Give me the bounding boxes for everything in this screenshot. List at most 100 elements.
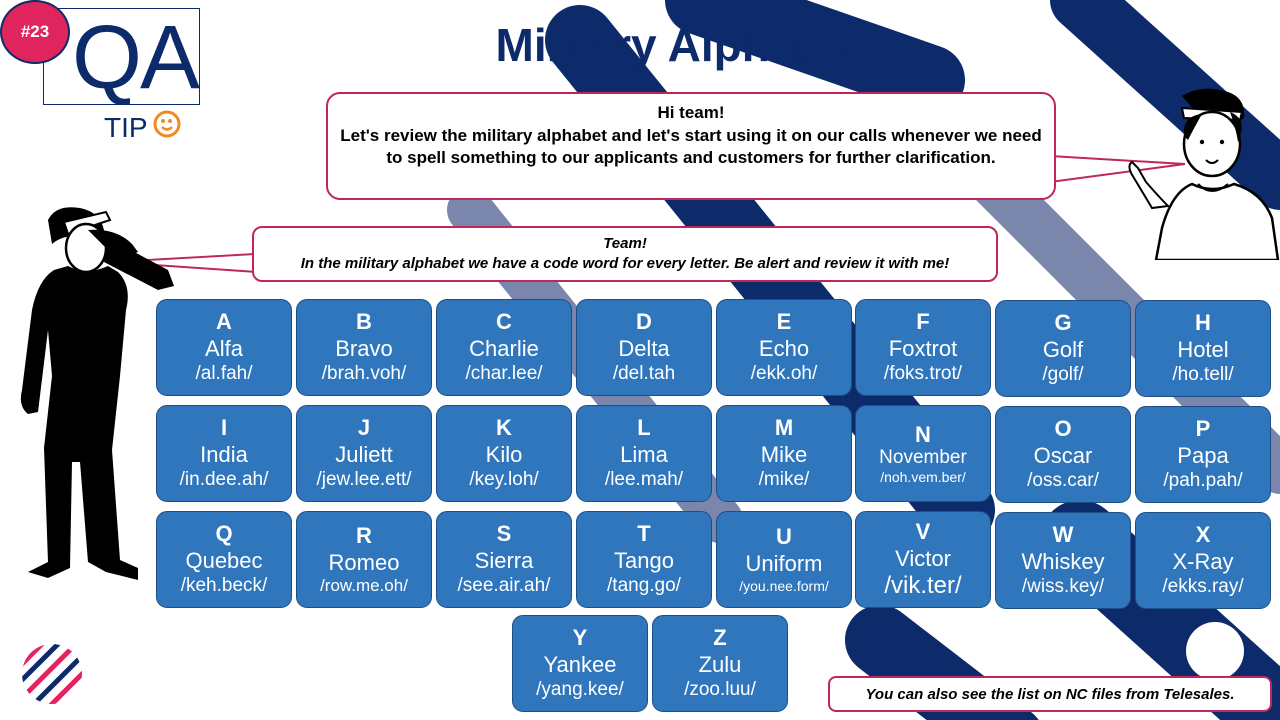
card-code-word: Romeo <box>328 550 400 575</box>
top-bubble-tail <box>1050 154 1186 184</box>
striped-circle-logo-icon <box>22 644 82 704</box>
card-code-word: Alfa <box>205 336 243 361</box>
card-pronunciation: /keh.beck/ <box>180 575 268 596</box>
card-pronunciation: /ho.tell/ <box>1172 364 1234 385</box>
alphabet-card-x: X X-Ray /ekks.ray/ <box>1135 512 1271 609</box>
alphabet-card-p: P Papa /pah.pah/ <box>1135 406 1271 503</box>
alphabet-card-l: L Lima /lee.mah/ <box>576 405 712 502</box>
alphabet-card-n: N November /noh.vem.ber/ <box>855 405 991 502</box>
card-pronunciation: /noh.vem.ber/ <box>880 468 966 485</box>
card-pronunciation: /vik.ter/ <box>884 572 962 599</box>
alphabet-card-e: E Echo /ekk.oh/ <box>716 299 852 396</box>
card-code-word: Yankee <box>543 652 617 677</box>
saluting-man-silhouette <box>20 207 174 580</box>
alphabet-card-y: Y Yankee /yang.kee/ <box>512 615 648 712</box>
alphabet-card-t: T Tango /tang.go/ <box>576 511 712 608</box>
card-letter: S <box>496 521 512 546</box>
card-pronunciation: /key.loh/ <box>469 469 539 490</box>
speech-bubble-top: Hi team! Let's review the military alpha… <box>326 92 1056 200</box>
card-pronunciation: /tang.go/ <box>607 575 681 596</box>
card-pronunciation: /al.fah/ <box>195 363 253 384</box>
speech-bubble-bottom: You can also see the list on NC files fr… <box>828 676 1272 712</box>
card-code-word: Lima <box>620 442 668 467</box>
card-pronunciation: /lee.mah/ <box>604 469 684 490</box>
card-letter: H <box>1195 310 1211 335</box>
card-code-word: Zulu <box>698 652 742 677</box>
speech-bubble-left: Team! In the military alphabet we have a… <box>252 226 998 282</box>
card-letter: M <box>774 415 794 440</box>
card-code-word: November <box>879 446 967 468</box>
qa-logo-text: QA <box>72 8 200 108</box>
alphabet-card-v: V Victor /vik.ter/ <box>855 511 991 608</box>
page-title: Military Alphabet <box>495 19 865 71</box>
card-code-word: Golf <box>1042 337 1084 362</box>
card-pronunciation: /brah.voh/ <box>321 363 407 384</box>
card-pronunciation: /you.nee.form/ <box>739 578 829 594</box>
card-code-word: Whiskey <box>1021 549 1105 574</box>
alphabet-card-o: O Oscar /oss.car/ <box>995 406 1131 503</box>
card-code-word: Oscar <box>1033 443 1093 468</box>
alphabet-card-g: G Golf /golf/ <box>995 300 1131 397</box>
stripe-navy-3 <box>1050 0 1280 210</box>
card-letter: L <box>637 415 651 440</box>
alphabet-card-j: J Juliett /jew.lee.ett/ <box>296 405 432 502</box>
card-pronunciation: /foks.trot/ <box>883 363 963 384</box>
card-pronunciation: /row.me.oh/ <box>320 576 408 595</box>
bubble-top-greeting: Hi team! <box>657 103 725 122</box>
card-code-word: Kilo <box>485 442 523 467</box>
card-pronunciation: /mike/ <box>758 469 810 490</box>
bubble-left-body: In the military alphabet we have a code … <box>300 255 950 272</box>
card-code-word: Foxtrot <box>888 336 958 361</box>
card-letter: W <box>1052 522 1074 547</box>
alphabet-card-h: H Hotel /ho.tell/ <box>1135 300 1271 397</box>
white-circle-decoration <box>1186 622 1244 680</box>
card-letter: Q <box>215 521 233 546</box>
card-pronunciation: /char.lee/ <box>465 363 543 384</box>
card-letter: N <box>915 421 931 447</box>
card-code-word: Charlie <box>469 336 539 361</box>
card-letter: P <box>1195 416 1211 441</box>
alphabet-card-i: I India /in.dee.ah/ <box>156 405 292 502</box>
card-code-word: India <box>200 442 248 467</box>
card-letter: F <box>916 309 930 334</box>
card-code-word: Juliett <box>335 442 393 467</box>
card-pronunciation: /wiss.key/ <box>1021 576 1105 597</box>
alphabet-card-f: F Foxtrot /foks.trot/ <box>855 299 991 396</box>
alphabet-card-d: D Delta /del.tah <box>576 299 712 396</box>
card-letter: X <box>1195 522 1211 547</box>
card-letter: D <box>636 309 652 334</box>
alphabet-card-s: S Sierra /see.air.ah/ <box>436 511 572 608</box>
card-pronunciation: /see.air.ah/ <box>457 575 551 596</box>
card-code-word: Victor <box>895 546 951 571</box>
tip-logo-text: TIP <box>104 112 148 143</box>
card-pronunciation: /ekks.ray/ <box>1162 576 1244 597</box>
alphabet-card-r: R Romeo /row.me.oh/ <box>296 511 432 608</box>
card-pronunciation: /in.dee.ah/ <box>179 469 269 490</box>
alphabet-card-m: M Mike /mike/ <box>716 405 852 502</box>
card-letter: K <box>496 415 512 440</box>
card-letter: G <box>1054 310 1072 335</box>
card-letter: U <box>776 524 792 549</box>
card-letter: R <box>356 523 372 548</box>
card-letter: I <box>220 415 228 440</box>
card-code-word: X-Ray <box>1172 549 1234 574</box>
card-pronunciation: /oss.car/ <box>1027 470 1099 491</box>
card-pronunciation: /ekk.oh/ <box>750 363 818 384</box>
alphabet-card-a: A Alfa /al.fah/ <box>156 299 292 396</box>
left-bubble-tail <box>109 252 256 274</box>
card-letter: E <box>776 309 792 334</box>
card-code-word: Delta <box>618 336 670 361</box>
alphabet-card-b: B Bravo /brah.voh/ <box>296 299 432 396</box>
card-letter: Z <box>713 625 727 650</box>
alphabet-card-w: W Whiskey /wiss.key/ <box>995 512 1131 609</box>
card-letter: T <box>637 521 651 546</box>
alphabet-card-u: U Uniform /you.nee.form/ <box>716 511 852 608</box>
card-pronunciation: /pah.pah/ <box>1163 470 1243 491</box>
card-pronunciation: /zoo.luu/ <box>684 679 756 700</box>
presenting-woman-illustration <box>1128 88 1280 260</box>
card-code-word: Papa <box>1177 443 1229 468</box>
card-pronunciation: /del.tah <box>612 363 676 384</box>
alphabet-card-c: C Charlie /char.lee/ <box>436 299 572 396</box>
card-letter: Y <box>572 625 588 650</box>
tip-number-badge: #23 <box>0 0 70 64</box>
